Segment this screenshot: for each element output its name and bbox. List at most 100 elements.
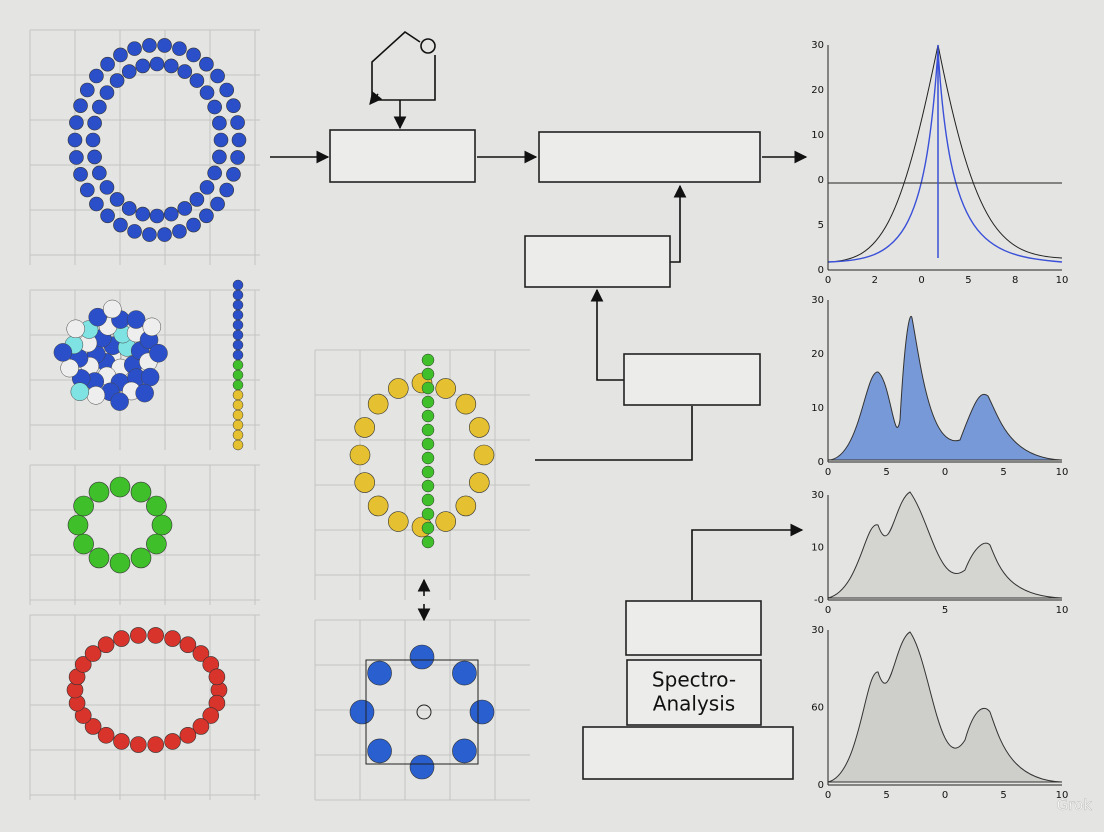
atom [130,547,152,569]
atom [219,82,235,98]
y-tick-label: 30 [811,625,824,636]
atom [87,149,102,165]
atom [367,660,392,686]
watermark: Grok [1057,796,1093,814]
curve [827,631,1063,783]
y-tick-label: 60 [811,703,824,714]
atom [468,417,490,438]
x-tick-label: 5 [1000,790,1006,801]
atom [130,627,147,644]
atom [354,472,376,493]
atom [113,733,130,750]
atom [452,660,477,686]
atom [149,208,165,224]
atom [79,182,95,198]
atom [416,704,432,720]
atom [212,115,227,131]
atom [73,533,94,555]
atom [226,167,241,182]
atom [469,699,495,725]
atom [164,733,181,750]
atom [73,167,88,182]
atom [110,392,129,411]
atom [455,495,477,517]
atom [232,399,244,411]
atom [149,56,165,72]
y-tick-label: 0 [818,265,824,276]
atom [109,73,125,88]
x-tick-label: 0 [825,605,831,616]
atom [232,329,244,341]
atom [192,718,210,735]
atom [146,533,167,555]
atom [97,726,115,744]
atom [89,68,104,84]
x-tick-label: 0 [825,275,831,286]
y-tick-label: -0 [814,595,824,606]
atom [70,382,90,401]
atom [387,511,409,532]
atom [189,192,205,207]
atom [452,738,477,764]
atom [232,429,244,441]
atom [92,99,107,115]
atom [67,132,83,148]
molecules [53,38,495,780]
atom [421,465,435,479]
atom [421,535,435,549]
atom [86,386,106,405]
atom [79,82,95,98]
arrow [369,91,383,105]
atom [232,279,244,291]
atom [421,479,435,493]
atom [473,444,495,466]
atom [232,289,244,301]
atom [210,196,225,212]
atom [230,150,245,165]
atom [421,507,435,521]
atom [97,636,115,654]
atom [84,645,102,662]
atom [151,514,173,536]
atom [60,358,79,378]
x-tick-label: 8 [1012,275,1018,286]
atom [121,64,137,79]
atom [92,165,107,181]
y-tick-label: 0 [818,175,824,186]
process-box [538,131,761,183]
atom [99,85,115,100]
box-frame [538,131,761,183]
atom [88,547,110,569]
atom [199,208,214,224]
atom [455,393,477,415]
atom [421,493,435,507]
atom [349,444,371,466]
atom [53,343,73,362]
process-box: Spectro-Analysis [626,659,762,726]
atom [207,165,222,181]
atom [387,378,409,399]
x-tick-label: 10 [1056,467,1069,478]
x-tick-label: 5 [942,605,948,616]
atom [354,417,376,438]
arrow [590,288,624,381]
x-tick-label: 5 [965,275,971,286]
atom [163,58,179,74]
box-frame [582,726,794,780]
x-tick-label: 10 [1056,275,1069,286]
atom [172,41,187,56]
atom [232,389,244,401]
line [535,406,693,461]
x-tick-label: 2 [872,275,878,286]
atom [232,409,244,421]
atom [73,495,94,517]
box-frame [626,659,762,726]
atom [142,317,162,337]
atom [232,339,244,351]
arrow [691,523,804,600]
atom [89,196,104,212]
connectors [270,30,808,622]
y-tick-label: 0 [818,457,824,468]
